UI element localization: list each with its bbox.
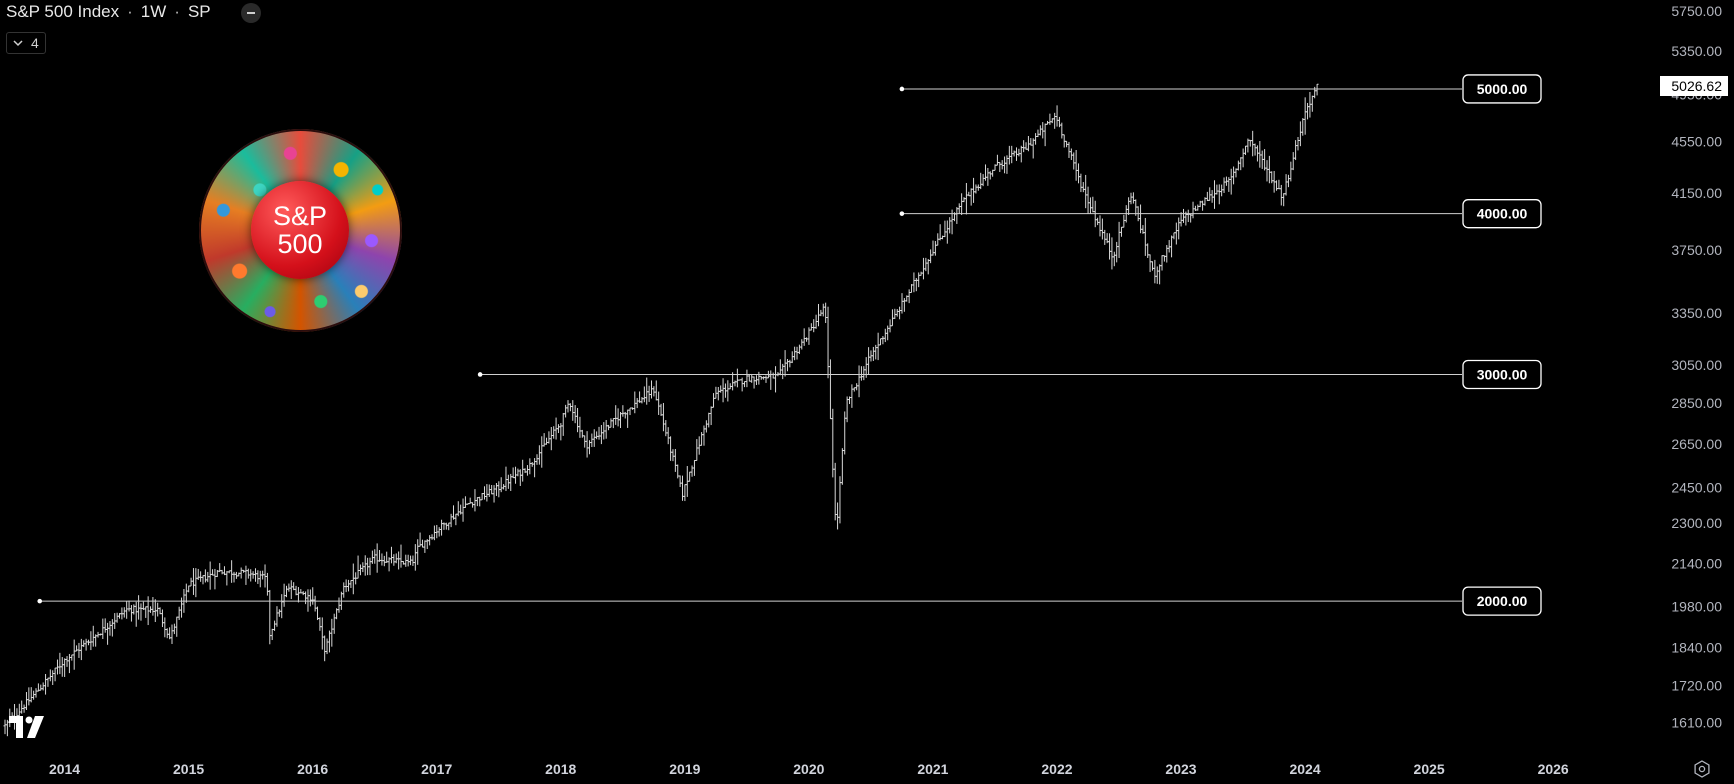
level-label: 4000.00 bbox=[1477, 206, 1528, 222]
price-tick-label: 2850.00 bbox=[1671, 395, 1722, 411]
sp500-logo-badge: S&P 500 bbox=[251, 181, 349, 279]
level-label-box bbox=[1462, 359, 1542, 390]
time-tick-label: 2025 bbox=[1414, 761, 1445, 777]
level-anchor-dot bbox=[477, 372, 483, 377]
level-label-box bbox=[1462, 586, 1542, 616]
last-price-tag: 5026.62 bbox=[1660, 75, 1728, 96]
price-axis: 5750.005350.004950.004550.004150.003750.… bbox=[1671, 3, 1722, 731]
price-tick-label: 5350.00 bbox=[1671, 43, 1722, 59]
price-tick-label: 4550.00 bbox=[1671, 134, 1722, 150]
time-tick-label: 2016 bbox=[297, 761, 328, 777]
level-label: 2000.00 bbox=[1477, 593, 1528, 609]
level-label-box bbox=[1462, 74, 1542, 104]
price-tick-label: 5750.00 bbox=[1671, 3, 1722, 19]
minus-icon[interactable] bbox=[240, 3, 261, 23]
time-tick-label: 2015 bbox=[173, 761, 204, 777]
time-tick-label: 2018 bbox=[545, 761, 576, 777]
level-label: 5000.00 bbox=[1477, 81, 1528, 97]
chevron-down-icon bbox=[13, 40, 23, 47]
settings-gear-icon[interactable] bbox=[1693, 760, 1711, 778]
level-anchor-dot bbox=[899, 211, 905, 216]
last-price-label: 5026.62 bbox=[1671, 78, 1722, 94]
horizontal-levels: 5000.00 4000.00 3000.00 2000.00 bbox=[37, 74, 1542, 616]
time-tick-label: 2021 bbox=[917, 761, 948, 777]
price-tick-label: 1840.00 bbox=[1671, 640, 1722, 656]
price-tick-label: 2140.00 bbox=[1671, 555, 1722, 571]
candle-series bbox=[3, 83, 1319, 737]
price-tick-label: 2650.00 bbox=[1671, 436, 1722, 452]
price-tick-label: 3750.00 bbox=[1671, 242, 1722, 258]
exchange-label: SP bbox=[187, 2, 211, 21]
symbol-header[interactable]: S&P 500 Index · 1W · SP bbox=[6, 2, 261, 23]
level-anchor-dot bbox=[37, 598, 43, 604]
time-axis: 2014 2015 2016 2017 2018 2019 2020 2021 2022 2023… bbox=[49, 761, 1569, 777]
price-tick-label: 2300.00 bbox=[1671, 515, 1722, 531]
time-tick-label: 2026 bbox=[1538, 761, 1569, 777]
level-label: 3000.00 bbox=[1477, 366, 1528, 382]
price-tick-label: 1610.00 bbox=[1671, 714, 1722, 730]
symbol-name: S&P 500 Index bbox=[6, 2, 120, 21]
price-tick-label: 3050.00 bbox=[1671, 357, 1722, 373]
last-price-box bbox=[1660, 75, 1728, 96]
time-tick-label: 2023 bbox=[1165, 761, 1196, 777]
logo-line1: S&P bbox=[272, 201, 328, 231]
logo-line2: 500 bbox=[277, 229, 323, 259]
time-tick-label: 2020 bbox=[793, 761, 824, 777]
time-tick-label: 2022 bbox=[1041, 761, 1072, 777]
indicators-count: 4 bbox=[31, 35, 39, 51]
time-tick-label: 2017 bbox=[421, 761, 452, 777]
price-tick-label: 1720.00 bbox=[1671, 677, 1722, 693]
price-tick-label: 3350.00 bbox=[1671, 305, 1722, 321]
time-tick-label: 2024 bbox=[1289, 761, 1320, 777]
price-tick-label: 2450.00 bbox=[1671, 480, 1722, 496]
tradingview-logo-icon[interactable] bbox=[9, 716, 47, 738]
interval-label: 1W bbox=[140, 2, 167, 21]
indicators-toggle[interactable]: 4 bbox=[6, 32, 46, 54]
level-label-box bbox=[1462, 199, 1542, 229]
level-anchor-dot bbox=[899, 86, 905, 92]
sp500-logo: S&P 500 bbox=[199, 129, 402, 332]
separator-dot: · bbox=[127, 2, 133, 21]
price-tick-label: 1980.00 bbox=[1671, 599, 1722, 615]
time-tick-label: 2014 bbox=[49, 761, 80, 777]
time-tick-label: 2019 bbox=[669, 761, 700, 777]
price-tick-label: 4150.00 bbox=[1671, 185, 1722, 201]
separator-dot: · bbox=[174, 2, 180, 21]
